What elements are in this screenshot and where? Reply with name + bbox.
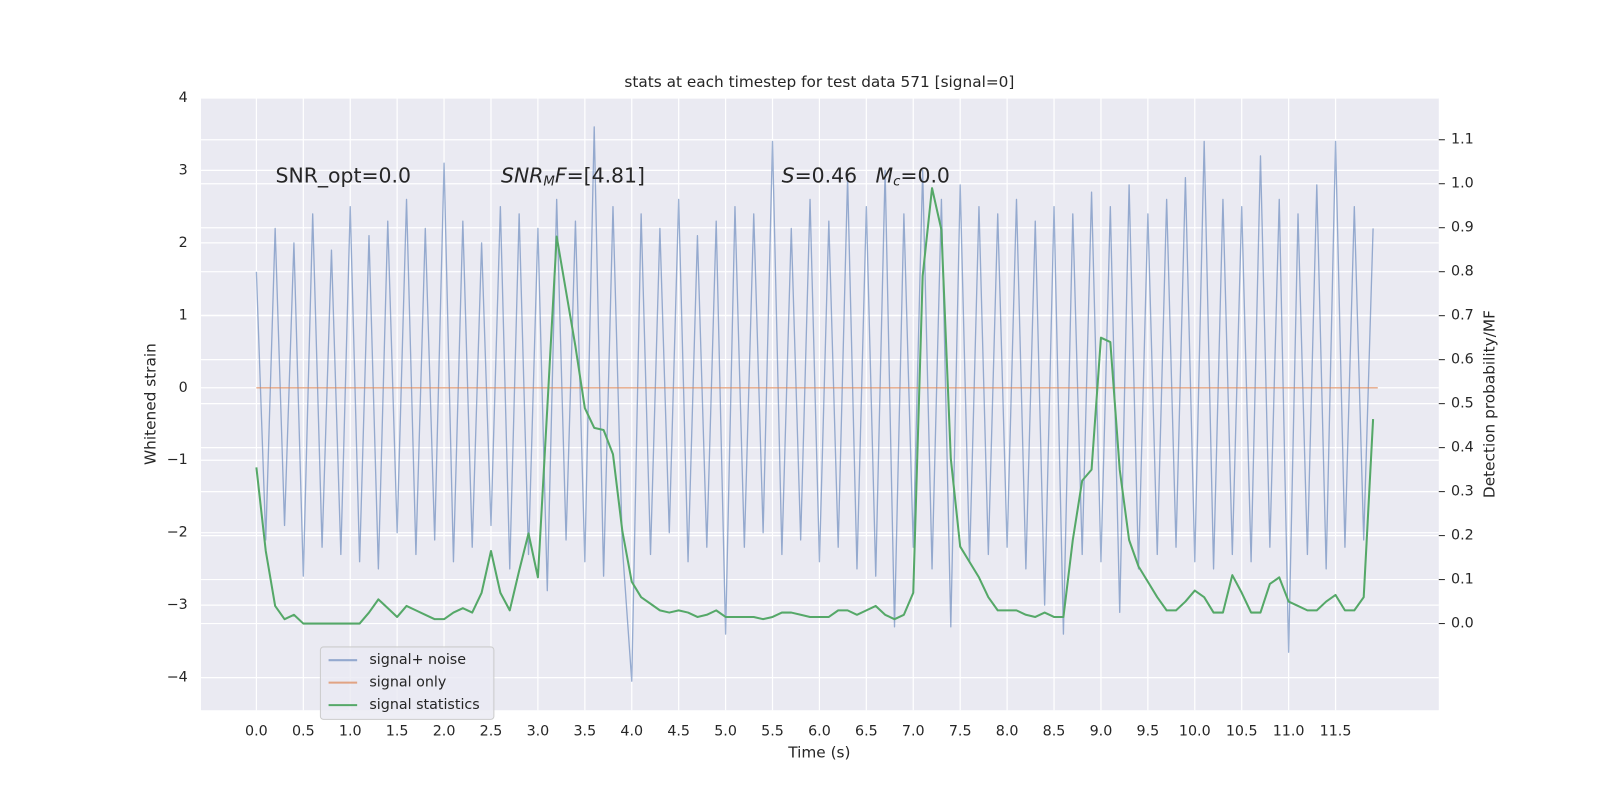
x-tick-label: 0.0 [245, 724, 268, 740]
y2-tick-label: 0.5 [1451, 396, 1474, 412]
x-tick-label: 9.5 [1137, 724, 1160, 740]
x-tick-label: 4.0 [620, 724, 643, 740]
annotation-part: =[4.81] [567, 164, 645, 188]
series-line [255, 126, 1374, 682]
x-tick-label: 10.0 [1179, 724, 1211, 740]
annotation: SNRMF=[4.81] [501, 164, 645, 190]
y2-tick-label: 1.0 [1451, 176, 1474, 192]
x-tick-label: 9.0 [1090, 724, 1113, 740]
y-tick-label: 1 [179, 307, 188, 323]
annotation-part: SNR [501, 164, 543, 188]
annotation-part: M [876, 164, 894, 188]
y-tick-label: 2 [179, 235, 188, 251]
y2-tick-label: 0.1 [1451, 572, 1474, 588]
chart-title: stats at each timestep for test data 571… [624, 73, 1014, 91]
x-tick-label: 2.5 [480, 724, 503, 740]
annotation-part: SNR_opt=0.0 [276, 164, 412, 189]
x-tick-label: 1.0 [339, 724, 362, 740]
annotation: SNR_opt=0.0 [276, 164, 412, 189]
y-tick-label: −1 [167, 452, 188, 468]
y-tick-label: 3 [179, 162, 188, 178]
x-tick-label: 10.5 [1226, 724, 1258, 740]
annotation-part: F [555, 164, 567, 188]
y2-tick-label: 1.1 [1451, 132, 1474, 148]
x-tick-label: 2.0 [433, 724, 456, 740]
annotation-part: =0.0 [900, 164, 950, 188]
x-tick-label: 5.0 [714, 724, 737, 740]
x-tick-label: 7.0 [902, 724, 925, 740]
legend-label: signal only [369, 675, 446, 691]
marks [255, 126, 1378, 682]
legend-label: signal statistics [369, 697, 479, 713]
x-tick-label: 6.0 [808, 724, 831, 740]
annotation-part: M [543, 175, 555, 190]
x-tick-label: 6.5 [855, 724, 878, 740]
y-tick-label: −3 [167, 597, 188, 613]
y2-tick-label: 0.4 [1451, 440, 1474, 456]
x-tick-label: 11.0 [1273, 724, 1305, 740]
y2-tick-label: 0.6 [1451, 352, 1474, 368]
x-tick-label: 11.5 [1320, 724, 1352, 740]
x-tick-label: 1.5 [386, 724, 409, 740]
y2-tick-label: 0.2 [1451, 528, 1474, 544]
y2-tick-label: 0.7 [1451, 308, 1474, 324]
annotation: S=0.46 [782, 164, 857, 188]
y2-tick-label: 0.8 [1451, 264, 1474, 280]
x-tick-label: 3.0 [527, 724, 550, 740]
y2-tick-label: 0.0 [1451, 616, 1474, 632]
legend: signal+ noise signal only signal statistic… [319, 646, 495, 720]
x-axis-label: Time (s) [787, 744, 850, 762]
labels: 0.0 0.5 1.0 1.5 2.0 2.5 3.0 3.5 4.0 4.5 5.0 5.5 6.0 6… [167, 90, 1474, 740]
legend-box [319, 646, 495, 720]
x-tick-label: 5.5 [761, 724, 784, 740]
x-tick-label: 3.5 [573, 724, 596, 740]
x-tick-label: 7.5 [949, 724, 972, 740]
y-tick-label: 0 [179, 380, 188, 396]
annotation-part: S [782, 164, 795, 188]
y-axis-label: Whitened strain [142, 343, 160, 465]
annotation: Mc=0.0 [876, 164, 950, 190]
y-tick-label: −4 [167, 670, 188, 686]
y2-tick-label: 0.9 [1451, 220, 1474, 236]
x-tick-label: 0.5 [292, 724, 315, 740]
x-tick-label: 8.0 [996, 724, 1019, 740]
series-line [255, 187, 1375, 625]
legend-label: signal+ noise [369, 652, 466, 668]
annotation-part: c [893, 175, 901, 190]
x-tick-label: 4.5 [667, 724, 690, 740]
y2-tick-label: 0.3 [1451, 484, 1474, 500]
x-tick-label: 8.5 [1043, 724, 1066, 740]
annotation-part: =0.46 [795, 164, 858, 188]
y-tick-label: 4 [179, 90, 188, 106]
y2-axis-label: Detection probability/MF [1480, 310, 1498, 498]
y-tick-label: −2 [167, 525, 188, 541]
